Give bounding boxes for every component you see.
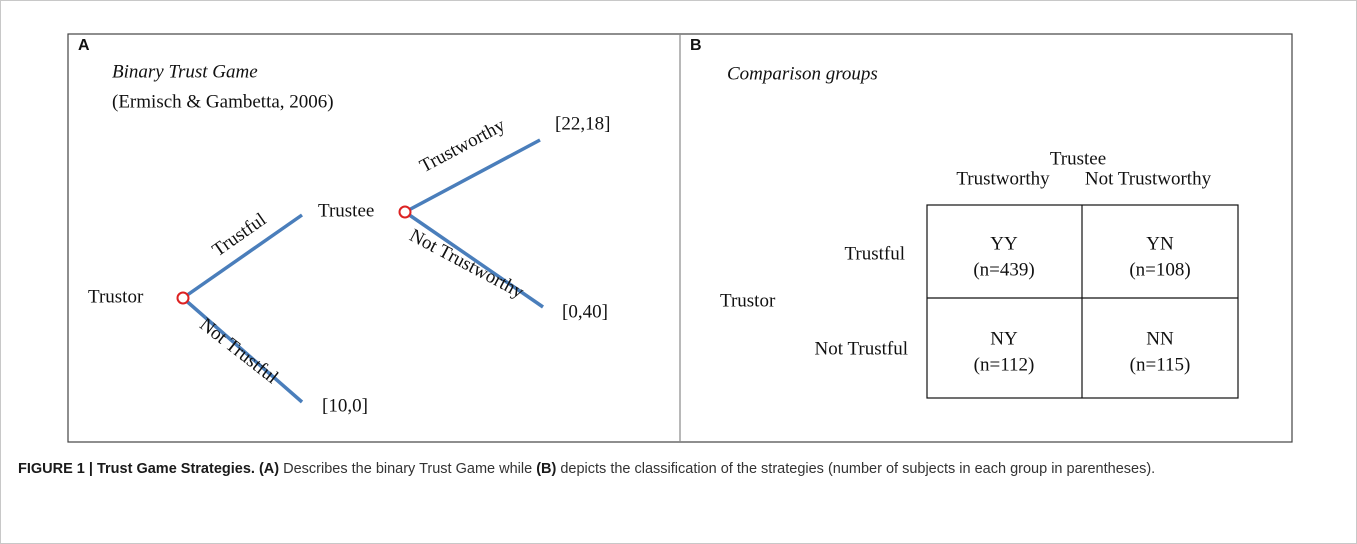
caption-text: depicts the classification of the strate… [560, 461, 1156, 477]
branch-label: Not Trustworthy [406, 225, 528, 303]
edge [181, 296, 304, 404]
column-group: Trustee [1050, 148, 1106, 169]
panel-label: A [78, 37, 90, 54]
caption-figure: FIGURE 1 | Trust Game Strategies. [18, 461, 255, 477]
branch-label: Not Trustful [195, 314, 282, 388]
branch-label: Trustful [209, 209, 271, 261]
payoff: [10,0] [322, 395, 368, 416]
node-label: Trustee [318, 200, 374, 221]
cell-code: YN [1146, 233, 1174, 254]
cell-count: (n=439) [973, 259, 1034, 280]
branch-label: Trustworthy [416, 115, 509, 178]
node-marker [398, 205, 412, 219]
caption-ref: (B) [536, 461, 557, 477]
node-label: Trustor [88, 286, 144, 307]
cell-count: (n=115) [1130, 354, 1191, 375]
edge [404, 138, 541, 214]
edge [404, 210, 544, 309]
citation: (Ermisch & Gambetta, 2006) [112, 91, 334, 112]
cell-code: YY [990, 233, 1018, 254]
row-group: Trustor [720, 290, 776, 311]
table-grid [926, 204, 1239, 399]
column-header: Not Trustworthy [1085, 168, 1212, 189]
cell-code: NY [990, 328, 1018, 349]
payoff: [0,40] [562, 301, 608, 322]
edge [181, 213, 304, 300]
panel-label: B [690, 37, 702, 54]
panel-title: Binary Trust Game [112, 61, 258, 82]
caption: FIGURE 1 | Trust Game Strategies. (A) De… [18, 458, 1343, 480]
caption-ref: (A) [258, 461, 280, 477]
cell-count: (n=112) [974, 354, 1035, 375]
payoff: [22,18] [555, 113, 610, 134]
node-marker [176, 291, 190, 305]
cell-count: (n=108) [1129, 259, 1190, 280]
caption-text: Describes the binary Trust Game while [283, 461, 533, 477]
cell-code: NN [1146, 328, 1174, 349]
tree-edges [181, 138, 544, 404]
row-header: Not Trustful [815, 338, 908, 359]
panel-title: Comparison groups [727, 63, 878, 84]
column-header: Trustworthy [956, 168, 1050, 189]
row-header: Trustful [844, 243, 905, 264]
